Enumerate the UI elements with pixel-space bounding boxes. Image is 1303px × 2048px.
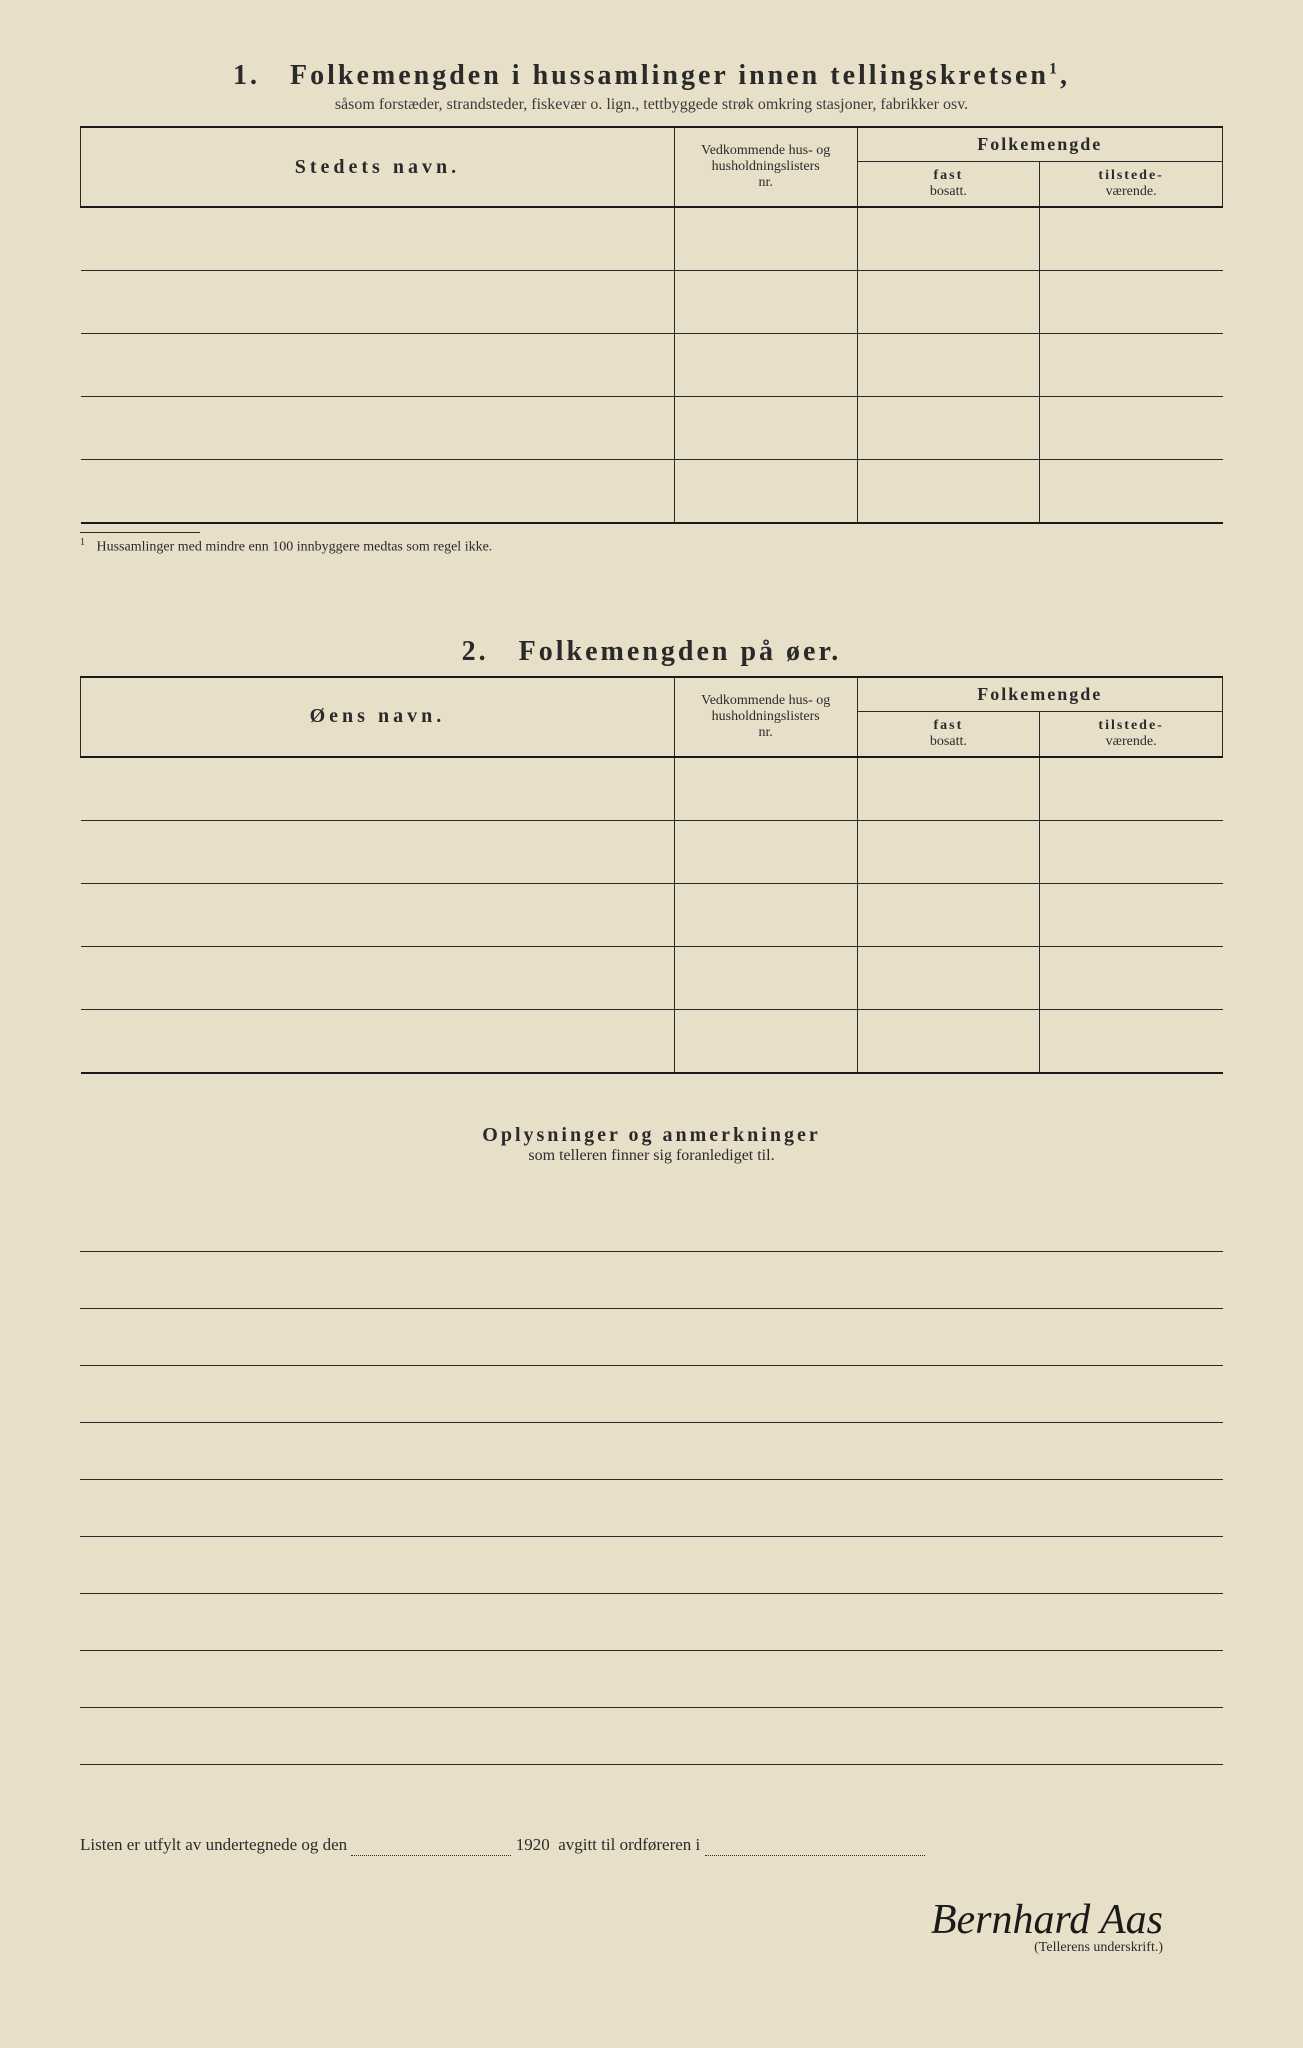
col-header-tilstede: tilstede- værende.	[1040, 162, 1223, 208]
table-cell	[857, 1009, 1040, 1073]
table-cell	[674, 757, 857, 821]
table-row	[81, 946, 1223, 1009]
ordforer-blank	[705, 1835, 925, 1856]
table-cell	[1040, 207, 1223, 271]
table-cell	[1040, 757, 1223, 821]
table-row	[81, 334, 1223, 397]
section1-table: Stedets navn. Vedkommende hus- og hushol…	[80, 126, 1223, 524]
ruled-line	[80, 1252, 1223, 1309]
table-cell	[81, 334, 675, 397]
table-cell	[81, 757, 675, 821]
signature: Bernhard Aas	[931, 1897, 1163, 1943]
table-cell	[674, 460, 857, 524]
table-cell	[857, 946, 1040, 1009]
col-header-folkemengde: Folkemengde	[857, 127, 1222, 162]
col2-header-folkemengde: Folkemengde	[857, 677, 1222, 712]
footnote-rule	[80, 532, 200, 533]
ruled-line	[80, 1537, 1223, 1594]
footer-text: Listen er utfylt av undertegnede og den …	[80, 1835, 1223, 1856]
section2-table: Øens navn. Vedkommende hus- og husholdni…	[80, 676, 1223, 1074]
table-cell	[857, 820, 1040, 883]
remarks-lines	[80, 1195, 1223, 1765]
table-cell	[81, 946, 675, 1009]
section1-title-sup: 1	[1049, 61, 1060, 78]
table-cell	[1040, 397, 1223, 460]
section1-footnote: 1 Hussamlinger med mindre enn 100 innbyg…	[80, 537, 1223, 556]
ruled-line	[80, 1708, 1223, 1765]
table-cell	[674, 946, 857, 1009]
table-cell	[1040, 460, 1223, 524]
section1-number: 1.	[233, 60, 260, 91]
col2-header-name: Øens navn.	[81, 677, 675, 757]
table-cell	[1040, 334, 1223, 397]
table-row	[81, 883, 1223, 946]
table-row	[81, 460, 1223, 524]
section2-number: 2.	[462, 636, 489, 667]
remarks-subtitle: som telleren finner sig foranlediget til…	[80, 1147, 1223, 1165]
table-cell	[674, 397, 857, 460]
table-cell	[857, 757, 1040, 821]
ruled-line	[80, 1423, 1223, 1480]
col-header-name: Stedets navn.	[81, 127, 675, 207]
table-row	[81, 271, 1223, 334]
table-row	[81, 1009, 1223, 1073]
table-cell	[857, 334, 1040, 397]
section1-tbody	[81, 207, 1223, 523]
table-cell	[81, 1009, 675, 1073]
table-cell	[857, 397, 1040, 460]
table-cell	[81, 820, 675, 883]
table-cell	[1040, 820, 1223, 883]
section1-title: 1. Folkemengden i hussamlinger innen tel…	[80, 60, 1223, 92]
col-header-fast: fast bosatt.	[857, 162, 1040, 208]
table-cell	[674, 271, 857, 334]
table-row	[81, 207, 1223, 271]
ruled-line	[80, 1594, 1223, 1651]
ruled-line	[80, 1651, 1223, 1708]
table-cell	[81, 460, 675, 524]
table-cell	[857, 460, 1040, 524]
table-cell	[857, 271, 1040, 334]
table-cell	[674, 1009, 857, 1073]
ruled-line	[80, 1309, 1223, 1366]
col2-header-tilstede: tilstede- værende.	[1040, 711, 1223, 757]
table-cell	[81, 397, 675, 460]
table-cell	[1040, 271, 1223, 334]
ruled-line	[80, 1480, 1223, 1537]
table-cell	[674, 207, 857, 271]
col-header-nr: Vedkommende hus- og husholdningslisters …	[674, 127, 857, 207]
table-cell	[81, 883, 675, 946]
table-cell	[1040, 946, 1223, 1009]
table-cell	[674, 820, 857, 883]
table-row	[81, 757, 1223, 821]
ruled-line	[80, 1366, 1223, 1423]
col2-header-nr: Vedkommende hus- og husholdningslisters …	[674, 677, 857, 757]
table-cell	[1040, 883, 1223, 946]
ruled-line	[80, 1195, 1223, 1252]
table-cell	[674, 334, 857, 397]
table-cell	[81, 271, 675, 334]
section2-tbody	[81, 757, 1223, 1073]
section2-title: 2. Folkemengden på øer.	[80, 636, 1223, 668]
signature-block: Bernhard Aas	[80, 1896, 1223, 1944]
col2-header-fast: fast bosatt.	[857, 711, 1040, 757]
table-cell	[857, 207, 1040, 271]
remarks-title: Oplysninger og anmerkninger	[80, 1124, 1223, 1147]
census-form-page: 1. Folkemengden i hussamlinger innen tel…	[0, 0, 1303, 2048]
table-cell	[1040, 1009, 1223, 1073]
table-cell	[81, 207, 675, 271]
table-row	[81, 820, 1223, 883]
date-blank	[351, 1835, 511, 1856]
table-row	[81, 397, 1223, 460]
section1-title-text: Folkemengden i hussamlinger innen tellin…	[290, 60, 1049, 91]
section1-subtitle: såsom forstæder, strandsteder, fiskevær …	[80, 96, 1223, 114]
section2-title-text: Folkemengden på øer.	[519, 636, 842, 667]
table-cell	[674, 883, 857, 946]
table-cell	[857, 883, 1040, 946]
signature-label: (Tellerens underskrift.)	[80, 1940, 1223, 1956]
remarks-block: Oplysninger og anmerkninger som telleren…	[80, 1124, 1223, 1165]
